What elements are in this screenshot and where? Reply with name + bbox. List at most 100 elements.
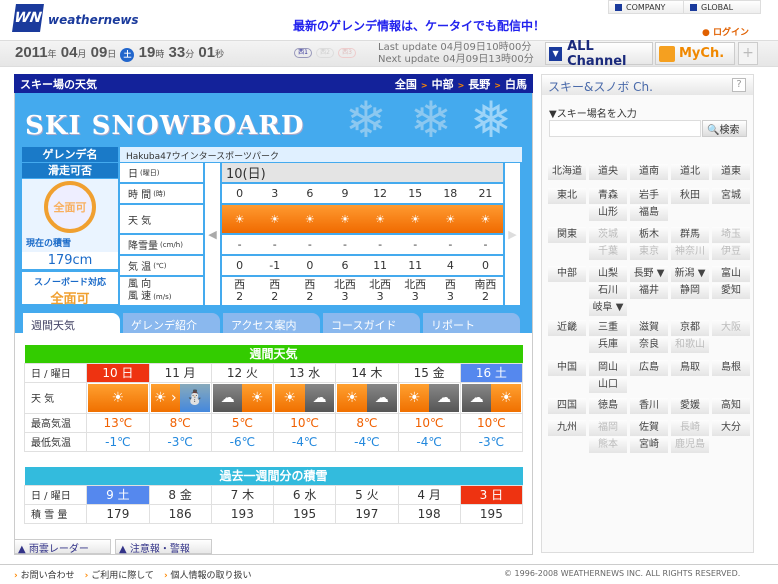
crumb-link[interactable]: 長野 (468, 77, 491, 91)
region-name[interactable]: 東北 (548, 188, 586, 204)
prefecture-link[interactable]: 富山 (712, 266, 750, 282)
prefecture-link[interactable]: 道央 (589, 164, 627, 180)
days-cell: 16 土 (459, 362, 524, 383)
mych-button[interactable]: MyCh. (655, 42, 735, 65)
crumb-link[interactable]: 全国 (394, 77, 417, 91)
region-name[interactable]: 近畿 (548, 320, 586, 336)
table-row: 最低気温 -1℃ -3℃ -6℃ -4℃ -4℃ -4℃ -3℃ (23, 431, 524, 452)
tab-1[interactable]: ゲレンデ紹介 (123, 313, 220, 333)
prefecture-link[interactable]: 山口 (589, 377, 627, 393)
snowfall-cell: - (237, 238, 242, 251)
prefecture-link[interactable]: 長野 ▼ (630, 266, 668, 282)
prefecture-link[interactable]: 岡山 (589, 360, 627, 376)
prefecture-link[interactable]: 群馬 (671, 227, 709, 243)
prefecture-link[interactable]: 静岡 (671, 283, 709, 299)
forecast-day: 10(日) (222, 163, 503, 182)
footer-link[interactable]: › お問い合わせ (14, 571, 75, 581)
warnings-button[interactable]: ▲ 注意報・警報 (115, 539, 212, 555)
region-name[interactable]: 四国 (548, 398, 586, 414)
region-name[interactable]: 中部 (548, 266, 586, 282)
footer-link[interactable]: › 個人情報の取り扱い (163, 571, 252, 581)
prefecture-link[interactable]: 高知 (712, 398, 750, 414)
prefecture-link[interactable]: 滋賀 (630, 320, 668, 336)
wind-row: 西 2 西 2 西 2 北西 3 北西 3 北西 3 西 3 南西 2 (222, 277, 503, 305)
prefecture-link[interactable]: 佐賀 (630, 420, 668, 436)
company-button[interactable]: COMPANY (608, 0, 686, 14)
add-channel-button[interactable]: + (738, 42, 758, 65)
prefecture-link[interactable]: 青森 (589, 188, 627, 204)
all-channel-button[interactable]: ▼ ALL Channel (545, 39, 653, 69)
region-button-1[interactable]: 西1 (294, 48, 312, 58)
min-cell: -1℃ (86, 431, 150, 452)
prefecture-link[interactable]: 秋田 (671, 188, 709, 204)
row-label-snowfall: 降雪量 (cm/h) (120, 235, 203, 254)
prefecture-link[interactable]: 大分 (712, 420, 750, 436)
next-arrow[interactable]: ▶ (505, 163, 520, 305)
spacer (548, 337, 586, 353)
prefecture-link[interactable]: 石川 (589, 283, 627, 299)
prefecture-link[interactable]: 京都 (671, 320, 709, 336)
prefecture-link[interactable]: 香川 (630, 398, 668, 414)
prefecture-link[interactable]: 道南 (630, 164, 668, 180)
global-button[interactable]: GLOBAL (683, 0, 761, 14)
prev-arrow[interactable]: ◀ (205, 163, 220, 305)
rain-radar-button[interactable]: ▲ 雨雲レーダー (14, 539, 111, 555)
prefecture-link[interactable]: 三重 (589, 320, 627, 336)
prefecture-link[interactable]: 新潟 ▼ (671, 266, 709, 282)
sidebar-title: スキー&スノボ Ch. (542, 75, 753, 95)
snowfall-cell: - (483, 238, 488, 251)
prefecture-link[interactable]: 兵庫 (589, 337, 627, 353)
prefecture-link[interactable]: 鳥取 (671, 360, 709, 376)
prefecture-link[interactable]: 山梨 (589, 266, 627, 282)
login-link[interactable]: ● ログイン (702, 28, 750, 38)
prefecture-link[interactable]: 栃木 (630, 227, 668, 243)
prefecture-link[interactable]: 徳島 (589, 398, 627, 414)
footer-link[interactable]: › ご利用に際して (84, 571, 154, 581)
prefecture-link: 和歌山 (671, 337, 709, 353)
last-update: Last update 04月09日10時00分 (378, 42, 532, 53)
weathernews-logo[interactable]: WN (12, 4, 44, 32)
crumb-link[interactable]: 中部 (431, 77, 454, 91)
breadcrumb: 全国 > 中部 > 長野 > 白馬 (394, 77, 527, 91)
prefecture-link[interactable]: 山形 (589, 205, 627, 221)
tab-2[interactable]: アクセス案内 (223, 313, 320, 333)
prefecture-link[interactable]: 宮城 (712, 188, 750, 204)
prefecture-link[interactable]: 宮崎 (630, 437, 668, 453)
hour-cell: 9 (341, 187, 349, 200)
tab-3[interactable]: コースガイド (323, 313, 420, 333)
prefecture-link[interactable]: 道東 (712, 164, 750, 180)
search-button[interactable]: 🔍検索 (702, 120, 747, 137)
region-button-3[interactable]: 西3 (338, 48, 356, 58)
prefecture-link[interactable]: 福井 (630, 283, 668, 299)
mobile-banner[interactable]: 最新のゲレンデ情報は、ケータイでも配信中！ (293, 19, 546, 33)
max-cell: 5℃ (210, 412, 275, 433)
prefecture-link[interactable]: 奈良 (630, 337, 668, 353)
prefecture-link[interactable]: 愛知 (712, 283, 750, 299)
sun-icon: ☀ (445, 212, 456, 226)
prefecture-link[interactable]: 岩手 (630, 188, 668, 204)
region-name[interactable]: 九州 (548, 420, 586, 436)
tab-0[interactable]: 週間天気 (23, 313, 120, 333)
region-name[interactable]: 北海道 (548, 164, 586, 180)
tab-4[interactable]: リポート (423, 313, 520, 333)
hour-cell: 18 (443, 187, 458, 200)
square-icon (690, 3, 697, 11)
region-button-2[interactable]: 西2 (316, 48, 334, 58)
prefecture-link[interactable]: 道北 (671, 164, 709, 180)
region-name[interactable]: 中国 (548, 360, 586, 376)
copyright: © 1996-2008 WEATHERNEWS INC. ALL RIGHTS … (504, 569, 741, 578)
prefecture-link[interactable]: 岐阜 ▼ (589, 300, 627, 316)
prefecture-link[interactable]: 広島 (630, 360, 668, 376)
prefecture-link[interactable]: 愛媛 (671, 398, 709, 414)
region-name[interactable]: 関東 (548, 227, 586, 243)
search-input[interactable] (549, 120, 701, 137)
spacer (548, 244, 586, 260)
logo-text[interactable]: weathernews (48, 13, 139, 27)
prefecture-link[interactable]: 福島 (630, 205, 668, 221)
days-cell: 14 木 (335, 362, 399, 383)
prefecture-link[interactable]: 島根 (712, 360, 750, 376)
help-button[interactable]: ? (732, 78, 746, 92)
prefecture-link: 千葉 (589, 244, 627, 260)
min-cell: -3℃ (459, 431, 524, 452)
spacer (548, 377, 586, 393)
